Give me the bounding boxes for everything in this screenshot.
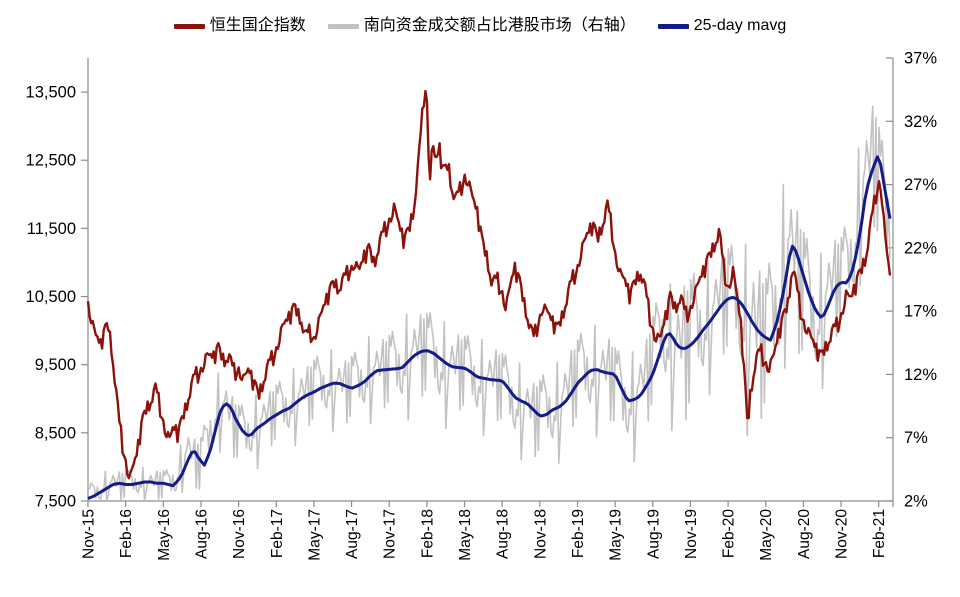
x-axis-tick-label: Aug-16 bbox=[193, 509, 210, 559]
left-axis-tick-label: 10,500 bbox=[26, 288, 76, 306]
series-line-25day-mavg bbox=[87, 155, 892, 500]
right-axis-tick-label: 37% bbox=[904, 50, 937, 68]
legend-swatch-hscei bbox=[173, 23, 205, 29]
right-axis-tick-label: 2% bbox=[904, 493, 928, 511]
x-axis-tick-label: Nov-16 bbox=[231, 509, 248, 559]
right-axis-tick-label: 17% bbox=[904, 303, 937, 321]
right-axis-tick-label: 7% bbox=[904, 429, 928, 447]
series-line-hscei bbox=[86, 89, 892, 480]
x-axis-tick-label: Nov-20 bbox=[834, 509, 851, 559]
legend-label-25day-mavg: 25-day mavg bbox=[693, 17, 787, 34]
legend-swatch-southbound-share bbox=[327, 23, 359, 29]
left-axis-tick-label: 9,500 bbox=[35, 356, 76, 374]
legend-label-hscei: 恒生国企指数 bbox=[209, 17, 306, 34]
x-axis-tick-label: Feb-18 bbox=[419, 509, 436, 558]
right-axis-tick-label: 32% bbox=[904, 113, 937, 131]
right-axis-tick-label: 12% bbox=[904, 366, 937, 384]
left-axis-tick-label: 8,500 bbox=[35, 424, 76, 442]
left-axis-tick-label: 7,500 bbox=[35, 493, 76, 511]
right-axis-tick-label: 22% bbox=[904, 239, 937, 257]
x-axis-tick-label: Feb-19 bbox=[570, 509, 587, 558]
x-axis-tick-label: Feb-16 bbox=[118, 509, 135, 558]
x-axis-tick-label: Aug-20 bbox=[796, 509, 813, 559]
x-axis-tick-label: Aug-17 bbox=[344, 509, 361, 559]
x-axis-tick-label: May-17 bbox=[306, 509, 323, 561]
x-axis-tick-label: Feb-17 bbox=[269, 509, 286, 558]
x-axis-tick-label: Nov-15 bbox=[81, 509, 98, 559]
x-axis-tick-label: May-20 bbox=[758, 509, 775, 561]
legend-item-25day-mavg: 25-day mavg bbox=[657, 17, 787, 34]
legend-item-hscei: 恒生国企指数 bbox=[173, 17, 306, 34]
x-axis-tick-label: May-16 bbox=[156, 509, 173, 561]
left-axis-tick-label: 12,500 bbox=[26, 152, 76, 170]
left-axis-tick-label: 13,500 bbox=[26, 84, 76, 102]
x-axis-tick-label: Feb-21 bbox=[871, 509, 888, 558]
x-axis-tick-label: May-19 bbox=[608, 509, 625, 561]
left-axis-tick-label: 11,500 bbox=[27, 220, 76, 238]
x-axis-tick-label: Feb-20 bbox=[721, 509, 738, 558]
right-axis-tick-label: 27% bbox=[904, 176, 937, 194]
chart-legend: 恒生国企指数 南向资金成交额占比港股市场（右轴） 25-day mavg bbox=[0, 13, 960, 39]
legend-item-southbound-share: 南向资金成交额占比港股市场（右轴） bbox=[327, 17, 636, 34]
x-axis-tick-label: Nov-17 bbox=[382, 509, 399, 559]
legend-label-southbound-share: 南向资金成交额占比港股市场（右轴） bbox=[363, 17, 636, 34]
series-line-southbound-share bbox=[87, 105, 891, 502]
x-axis-tick-label: Aug-18 bbox=[495, 509, 512, 559]
legend-swatch-25day-mavg bbox=[657, 23, 689, 29]
x-axis-tick-label: Nov-18 bbox=[532, 509, 549, 559]
x-axis-tick-label: Nov-19 bbox=[683, 509, 700, 559]
x-axis-tick-label: May-18 bbox=[457, 509, 474, 561]
x-axis-tick-label: Aug-19 bbox=[645, 509, 662, 559]
